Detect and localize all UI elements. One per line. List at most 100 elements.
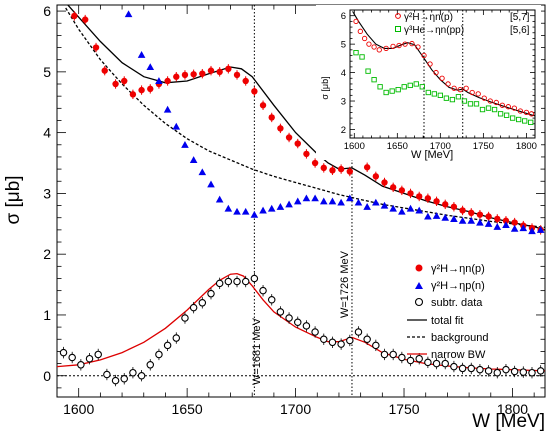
- point-subtr-data: [207, 289, 215, 298]
- legend-label-eta-n: γ²H→ηn(p): [431, 263, 485, 275]
- inset-ticks: 1600 1650 1700 1750 1800 2 3 4 5 6: [341, 10, 537, 152]
- point-subtr-data: [450, 362, 458, 371]
- inset-frame: [349, 9, 536, 139]
- point-h-p-n: [536, 226, 545, 233]
- point-h-p-n: [241, 207, 250, 215]
- x-tick-label: 1750: [473, 141, 494, 152]
- point-h-p-n: [163, 105, 172, 113]
- point-he-n-pp: [395, 86, 401, 93]
- y-tick-label: 4: [43, 125, 51, 141]
- point-h-p-n: [276, 202, 285, 210]
- point-h-n-p: [101, 67, 108, 74]
- point-h-n-p: [459, 207, 466, 214]
- point-he-n-pp: [473, 101, 480, 107]
- point-h-p-n: [432, 212, 441, 219]
- x-tick-label: 1700: [430, 141, 451, 152]
- y-tick-label: 1: [43, 307, 51, 323]
- point-subtr-data: [302, 322, 311, 330]
- point-h-p-n: [207, 180, 215, 188]
- point-h-n-p: [499, 102, 505, 108]
- point-h-p-n: [311, 194, 319, 202]
- point-subtr-data: [85, 354, 94, 363]
- point-h-n-p: [433, 198, 440, 205]
- point-he-n-pp: [528, 119, 534, 126]
- point-h-p-n: [380, 201, 389, 209]
- point-h-p-n: [441, 213, 450, 221]
- point-h-n-p: [251, 88, 258, 95]
- point-subtr-data: [502, 365, 510, 374]
- point-h-p-n: [215, 195, 224, 203]
- point-subtr-data: [189, 303, 198, 312]
- point-h-p-n: [502, 221, 510, 229]
- point-subtr-data: [120, 375, 128, 383]
- point-h-p-n: [267, 204, 276, 212]
- point-subtr-data: [137, 371, 146, 380]
- point-subtr-data: [276, 308, 285, 316]
- point-h-n-p: [320, 164, 327, 172]
- point-h-p-n: [172, 122, 181, 130]
- legend: γ²H→ηn(p) γ²H→ηp(n) subtr. data total fi…: [407, 263, 489, 361]
- point-h-n-p: [475, 91, 481, 97]
- point-he-n-pp: [455, 94, 462, 100]
- point-subtr-data: [267, 296, 276, 304]
- point-he-n-pp: [497, 111, 504, 117]
- point-subtr-data: [241, 277, 250, 286]
- x-tick-label: 1600: [63, 401, 94, 417]
- point-h-n-p: [505, 104, 511, 110]
- legend-marker-eta-p: [415, 282, 423, 289]
- inset-marks: [353, 18, 535, 126]
- x-tick-label: 1650: [387, 141, 408, 152]
- point-h-p-n: [519, 224, 528, 232]
- plot-frame: [56, 4, 546, 398]
- point-h-n-p: [463, 85, 469, 91]
- point-he-n-pp: [485, 105, 492, 111]
- point-he-n-pp: [353, 50, 359, 56]
- point-he-n-pp: [516, 116, 522, 123]
- point-h-n-p: [366, 41, 372, 47]
- point-subtr-data: [424, 358, 432, 367]
- point-h-p-n: [337, 198, 345, 206]
- point-h-p-n: [346, 194, 354, 202]
- point-h-n-p: [383, 45, 389, 52]
- point-he-n-pp: [437, 92, 443, 98]
- y-tick-label: 3: [43, 185, 51, 201]
- point-h-p-n: [146, 63, 155, 71]
- point-he-n-pp: [365, 68, 371, 74]
- legend-label-background: background: [431, 332, 489, 344]
- point-h-n-p: [372, 173, 380, 180]
- point-h-n-p: [285, 134, 293, 141]
- point-subtr-data: [406, 356, 415, 365]
- point-h-n-p: [121, 77, 128, 85]
- legend-marker-subtr: [414, 297, 424, 307]
- point-subtr-data: [337, 340, 345, 348]
- point-h-p-n: [363, 202, 371, 210]
- legend-label-total-fit: total fit: [431, 315, 463, 327]
- point-h-p-n: [285, 200, 293, 208]
- point-he-n-pp: [413, 81, 419, 87]
- point-h-n-p: [71, 12, 78, 20]
- point-h-n-p: [416, 193, 423, 200]
- x-tick-label: 1800: [516, 141, 537, 152]
- point-h-p-n: [328, 197, 337, 205]
- point-h-p-n: [467, 216, 476, 224]
- point-h-p-n: [510, 224, 519, 232]
- point-subtr-data: [155, 350, 163, 359]
- point-subtr-data: [354, 328, 363, 336]
- y-tick-label: 4: [341, 68, 346, 79]
- point-h-n-p: [487, 98, 493, 104]
- inset-legend-label-d: γ²H→ηn(p): [404, 12, 453, 23]
- point-subtr-data: [398, 353, 406, 362]
- point-h-n-p: [481, 95, 487, 101]
- legend-label-narrow-bw: narrow BW: [431, 349, 486, 361]
- point-h-n-p: [511, 219, 518, 226]
- point-subtr-data: [441, 359, 449, 368]
- point-subtr-data: [198, 299, 207, 307]
- y-axis-label: σ [μb]: [3, 175, 24, 224]
- point-h-p-n: [233, 207, 241, 215]
- point-h-n-p: [225, 65, 232, 73]
- point-h-n-p: [207, 67, 215, 74]
- inset-x-axis-label: W [MeV]: [411, 149, 453, 161]
- point-h-n-p: [398, 187, 406, 194]
- point-h-n-p: [409, 40, 415, 47]
